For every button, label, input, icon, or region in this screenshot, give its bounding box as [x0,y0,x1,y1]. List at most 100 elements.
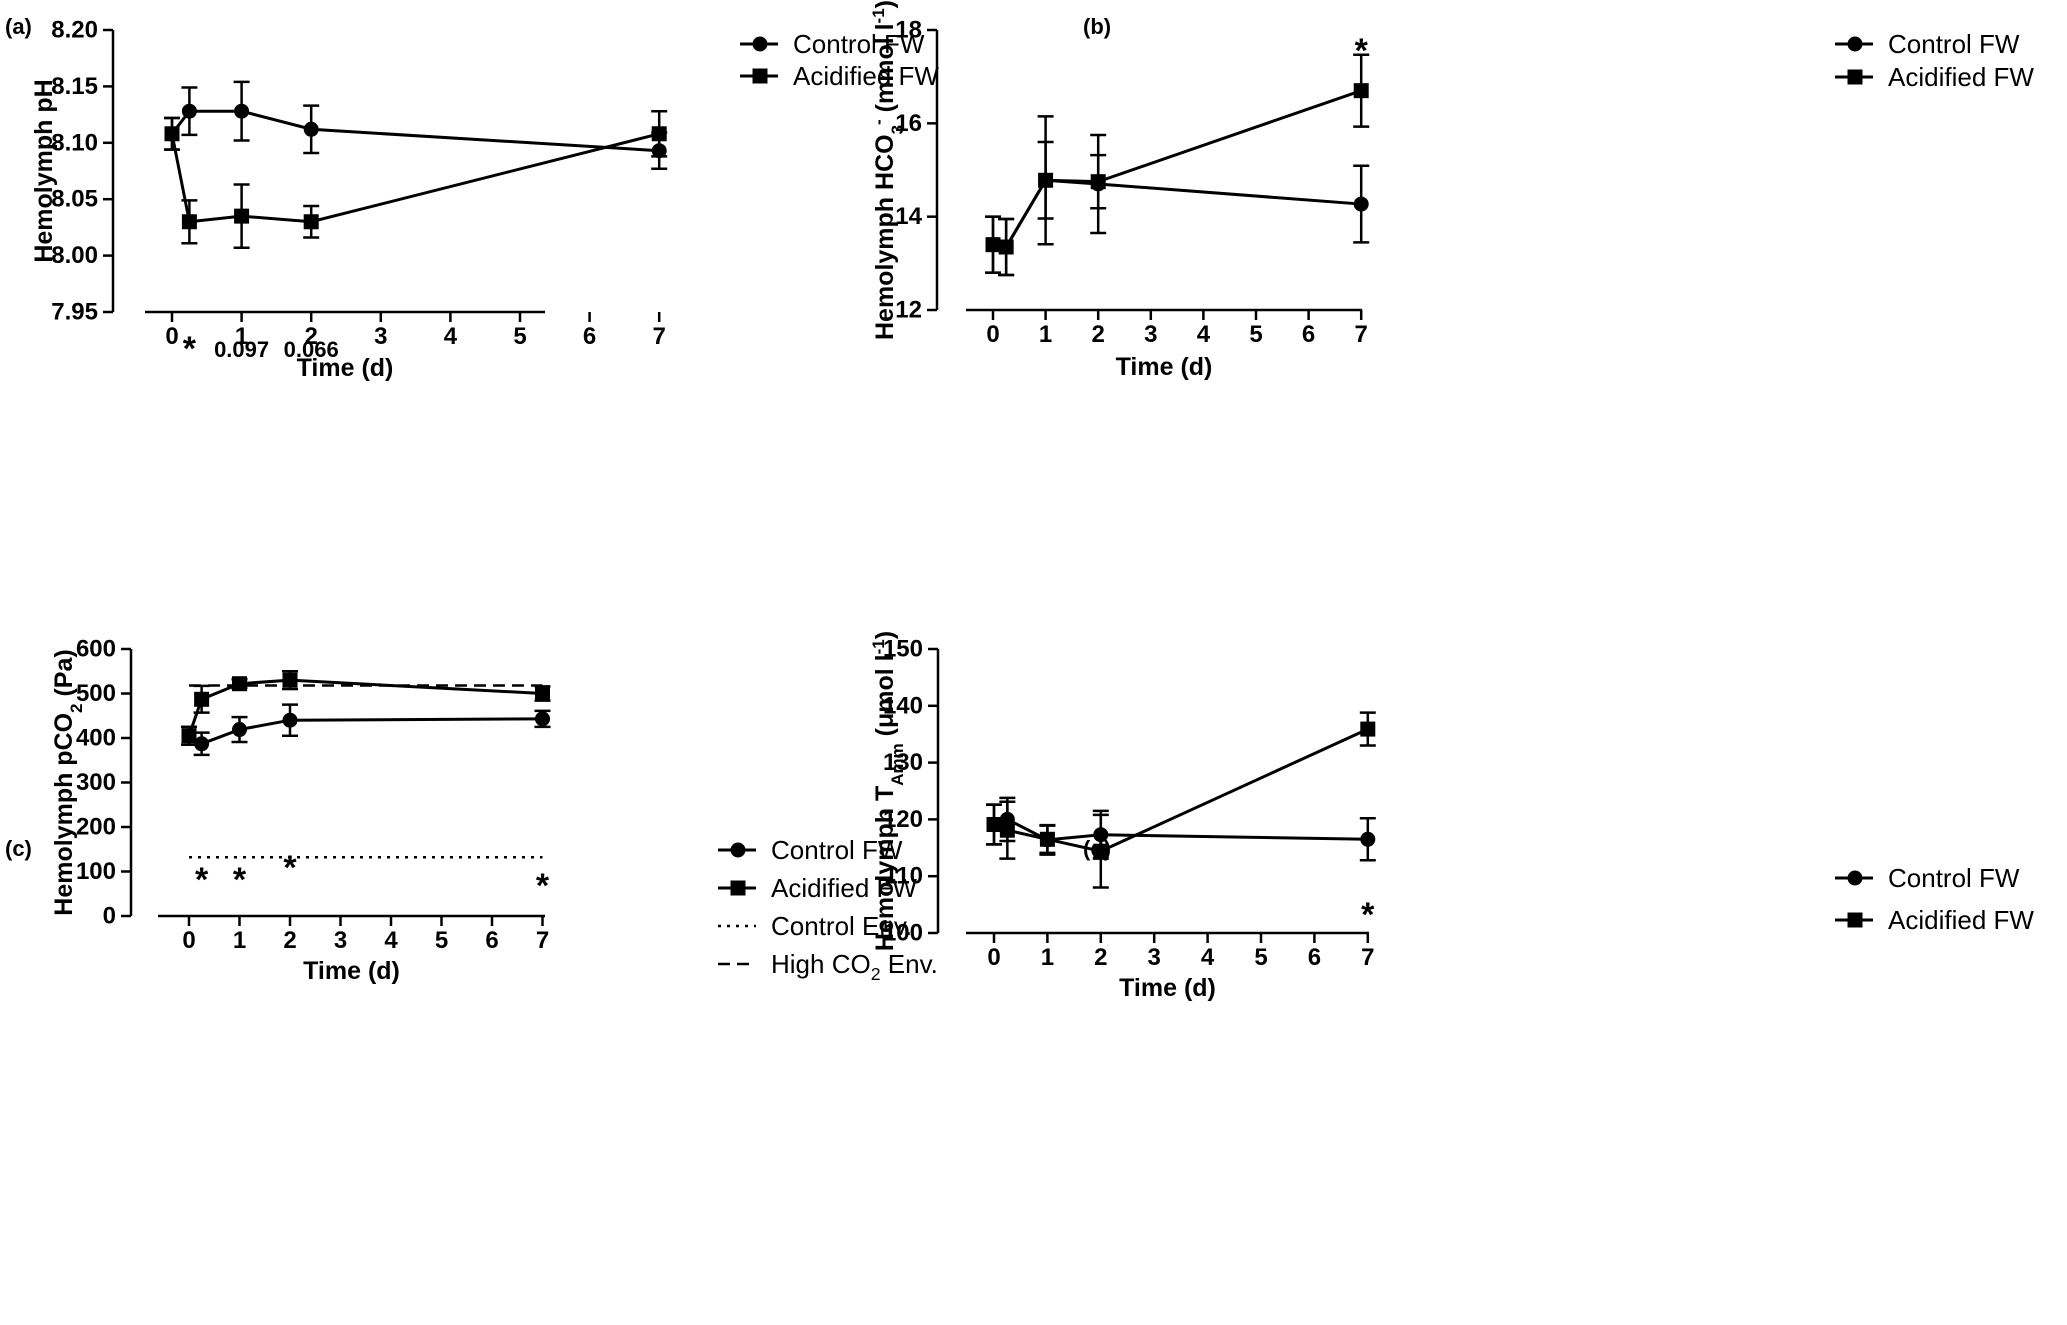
y-tick-label: 300 [76,769,116,796]
data-point-square [303,214,319,230]
x-tick-label: 1 [1041,944,1054,971]
x-tick-label: 3 [1148,944,1161,971]
x-tick-label: 2 [305,323,318,350]
legend-label: Acidified FW [1888,905,2034,935]
x-tick-label: 4 [384,927,398,954]
legend-label: Control FW [793,29,925,59]
panel-label: (b) [1083,14,1111,39]
y-tick-label: 110 [884,863,923,890]
data-point-square [1093,843,1109,859]
legend-item: Control FW [1835,29,2020,59]
data-point-square [1090,174,1106,190]
x-axis-label: Time (d) [1119,974,1216,1002]
x-tick-label: 6 [485,927,498,954]
legend-label: Acidified FW [1888,62,2034,92]
data-point-circle [181,103,197,119]
x-axis-label: Time (d) [303,957,400,985]
y-tick-label: 500 [76,680,116,707]
x-tick-label: 1 [235,323,248,350]
data-point-square [282,672,298,688]
significance-annotation: * [536,867,550,905]
significance-annotation: * [283,849,297,887]
x-tick-label: 5 [435,927,448,954]
x-tick-label: 0 [165,323,178,350]
x-tick-label: 6 [1302,321,1315,348]
y-tick-label: 7.95 [51,299,98,326]
x-tick-label: 6 [583,323,596,350]
x-tick-label: 4 [444,323,458,350]
legend-label: High CO2 Env. [771,949,938,984]
y-tick-label: 12 [895,297,922,324]
data-point-circle [1360,831,1376,847]
significance-annotation: 0.097 [214,337,269,362]
x-tick-label: 7 [653,323,666,350]
y-tick-label: 200 [76,814,116,841]
x-tick-label: 4 [1201,944,1215,971]
x-tick-label: 7 [1355,321,1368,348]
legend-item: Acidified FW [1835,62,2034,92]
x-tick-label: 3 [374,323,387,350]
legend-marker-circle [730,842,746,858]
y-axis-label: Hemolymph pH [30,79,58,262]
series-line [992,89,1362,249]
x-tick-label: 1 [1039,321,1052,348]
data-point-circle [303,121,319,137]
x-tick-label: 2 [1094,944,1107,971]
y-tick-label: 8.00 [51,242,98,269]
y-tick-label: 100 [883,920,923,947]
x-tick-label: 2 [1092,321,1105,348]
panel-c: (c) 0 100 200 300 400 500 600 0 1 2 3 4 5 6 7 Time (d) He… [5,636,938,986]
legend-item: Control FW [718,835,903,865]
y-axis-label: Hemolymph HCO3- (mmol l-1) [869,0,907,340]
legend-label: Control Env. [771,911,912,941]
legend-label: Acidified FW [771,873,917,903]
series-control-fw [986,796,1376,862]
legend-marker-circle [752,36,768,52]
data-point-square [181,214,197,230]
data-point-square [1353,83,1369,99]
series-line [992,178,1362,249]
y-tick-label: 120 [883,806,923,833]
data-point-square [986,817,1002,833]
data-point-square [651,126,667,142]
significance-annotation: * [183,330,197,368]
series-control-fw [164,80,668,170]
legend-marker-circle [1847,870,1863,886]
legend-label: Acidified FW [793,61,939,91]
y-tick-label: 18 [895,17,922,44]
legend-marker-square [1847,69,1863,85]
data-point-circle [535,711,550,727]
data-point-square [194,691,210,707]
x-tick-label: 7 [1361,944,1374,971]
legend-item: Control Env. [718,911,912,941]
significance-annotation: * [233,861,247,899]
y-tick-label: 600 [76,636,116,663]
y-tick-label: 8.05 [51,186,98,213]
x-axis-label: Time (d) [297,354,394,382]
y-tick-label: 0 [103,903,116,930]
data-point-square [232,676,247,692]
data-point-square [998,239,1014,255]
legend-item: Acidified FW [1835,905,2034,935]
y-tick-label: 14 [895,203,922,230]
data-point-square [1360,721,1376,737]
legend-marker-square [1847,912,1863,928]
y-axis-label: Hemolymph pCO2 (Pa) [50,649,86,915]
significance-annotation: * [1355,32,1369,70]
x-tick-label: 3 [334,927,347,954]
panel-label: (a) [5,14,32,39]
data-point-circle [234,103,250,119]
y-tick-label: 150 [883,636,923,663]
x-tick-label: 1 [233,927,246,954]
legend-item: High CO2 Env. [718,949,938,984]
series-control-fw [181,703,551,757]
data-point-square [181,728,197,744]
data-point-circle [232,722,247,738]
panel-label: (c) [5,836,32,861]
legend-marker-square [752,68,768,84]
legend-item: Acidified FW [740,61,939,91]
y-tick-label: 400 [76,725,116,752]
data-point-square [234,208,250,224]
